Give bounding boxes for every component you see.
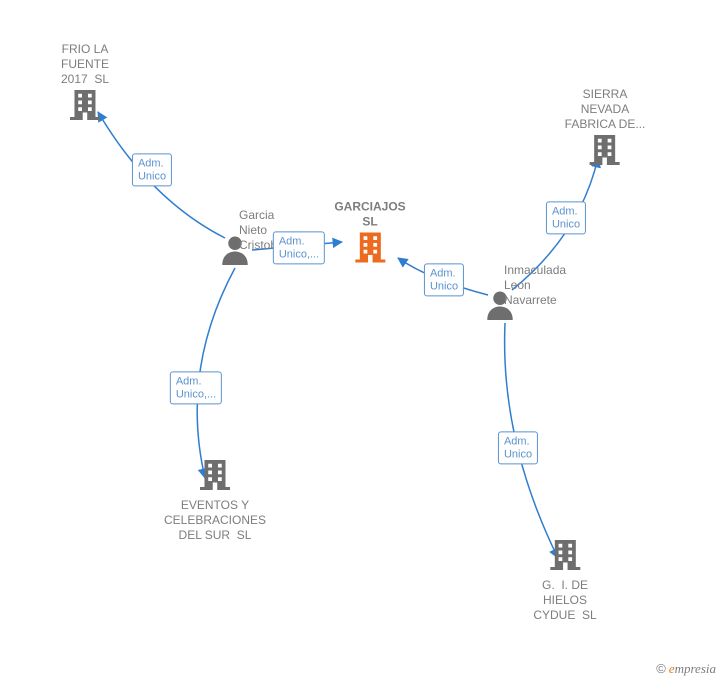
node-label: EVENTOS Y CELEBRACIONES DEL SUR SL	[164, 498, 266, 543]
building-icon	[197, 457, 233, 493]
node-icon	[565, 132, 646, 173]
node-label: SIERRA NEVADA FABRICA DE...	[565, 87, 646, 132]
building-icon	[67, 87, 103, 123]
node-label: GARCIAJOS SL	[334, 200, 405, 230]
building-icon	[352, 230, 388, 266]
edge-label[interactable]: Adm. Unico	[132, 153, 172, 186]
copyright-symbol: ©	[656, 661, 666, 676]
node-hielos[interactable]: G. I. DE HIELOS CYDUE SL	[533, 537, 596, 623]
node-sierra[interactable]: SIERRA NEVADA FABRICA DE...	[565, 87, 646, 173]
edge-label[interactable]: Adm. Unico	[424, 263, 464, 296]
node-icon	[533, 537, 596, 578]
node-eventos[interactable]: EVENTOS Y CELEBRACIONES DEL SUR SL	[164, 457, 266, 543]
watermark: ©empresia	[656, 661, 716, 677]
building-icon	[587, 132, 623, 168]
network-diagram: FRIO LA FUENTE 2017 SL Garcia Nieto Cris…	[0, 0, 728, 685]
edge-label[interactable]: Adm. Unico,...	[170, 371, 222, 404]
node-label: Inmaculada Leon Navarrete	[504, 263, 566, 308]
brand-rest: mpresia	[675, 661, 716, 676]
node-label: G. I. DE HIELOS CYDUE SL	[533, 578, 596, 623]
node-garcia[interactable]: Garcia Nieto Cristobal	[217, 232, 253, 273]
edge-label[interactable]: Adm. Unico	[498, 431, 538, 464]
node-frio[interactable]: FRIO LA FUENTE 2017 SL	[61, 42, 109, 128]
building-icon	[547, 537, 583, 573]
node-label: FRIO LA FUENTE 2017 SL	[61, 42, 109, 87]
node-inma[interactable]: Inmaculada Leon Navarrete	[482, 287, 518, 328]
node-center[interactable]: GARCIAJOS SL	[334, 200, 405, 271]
node-icon	[164, 457, 266, 498]
node-icon	[334, 230, 405, 271]
edge-label[interactable]: Adm. Unico	[546, 201, 586, 234]
edge-label[interactable]: Adm. Unico,...	[273, 231, 325, 264]
node-icon	[61, 87, 109, 128]
